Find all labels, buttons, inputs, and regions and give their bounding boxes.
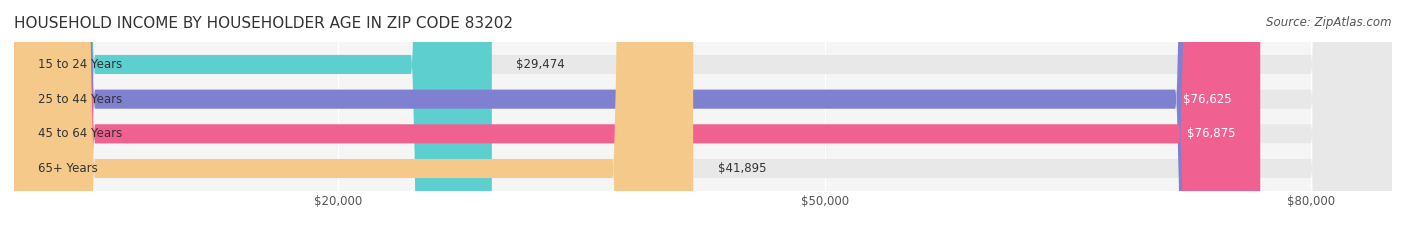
Text: Source: ZipAtlas.com: Source: ZipAtlas.com (1267, 16, 1392, 29)
Text: 65+ Years: 65+ Years (38, 162, 98, 175)
FancyBboxPatch shape (14, 0, 1392, 233)
Text: 15 to 24 Years: 15 to 24 Years (38, 58, 122, 71)
FancyBboxPatch shape (14, 0, 693, 233)
FancyBboxPatch shape (14, 0, 1392, 233)
Text: $76,625: $76,625 (1184, 93, 1232, 106)
FancyBboxPatch shape (14, 0, 1260, 233)
FancyBboxPatch shape (14, 0, 1392, 233)
Text: 25 to 44 Years: 25 to 44 Years (38, 93, 122, 106)
Text: HOUSEHOLD INCOME BY HOUSEHOLDER AGE IN ZIP CODE 83202: HOUSEHOLD INCOME BY HOUSEHOLDER AGE IN Z… (14, 16, 513, 31)
Text: $29,474: $29,474 (516, 58, 565, 71)
FancyBboxPatch shape (14, 0, 492, 233)
Text: $41,895: $41,895 (717, 162, 766, 175)
Text: $76,875: $76,875 (1188, 127, 1236, 140)
FancyBboxPatch shape (14, 0, 1392, 233)
Text: 45 to 64 Years: 45 to 64 Years (38, 127, 122, 140)
FancyBboxPatch shape (14, 0, 1256, 233)
